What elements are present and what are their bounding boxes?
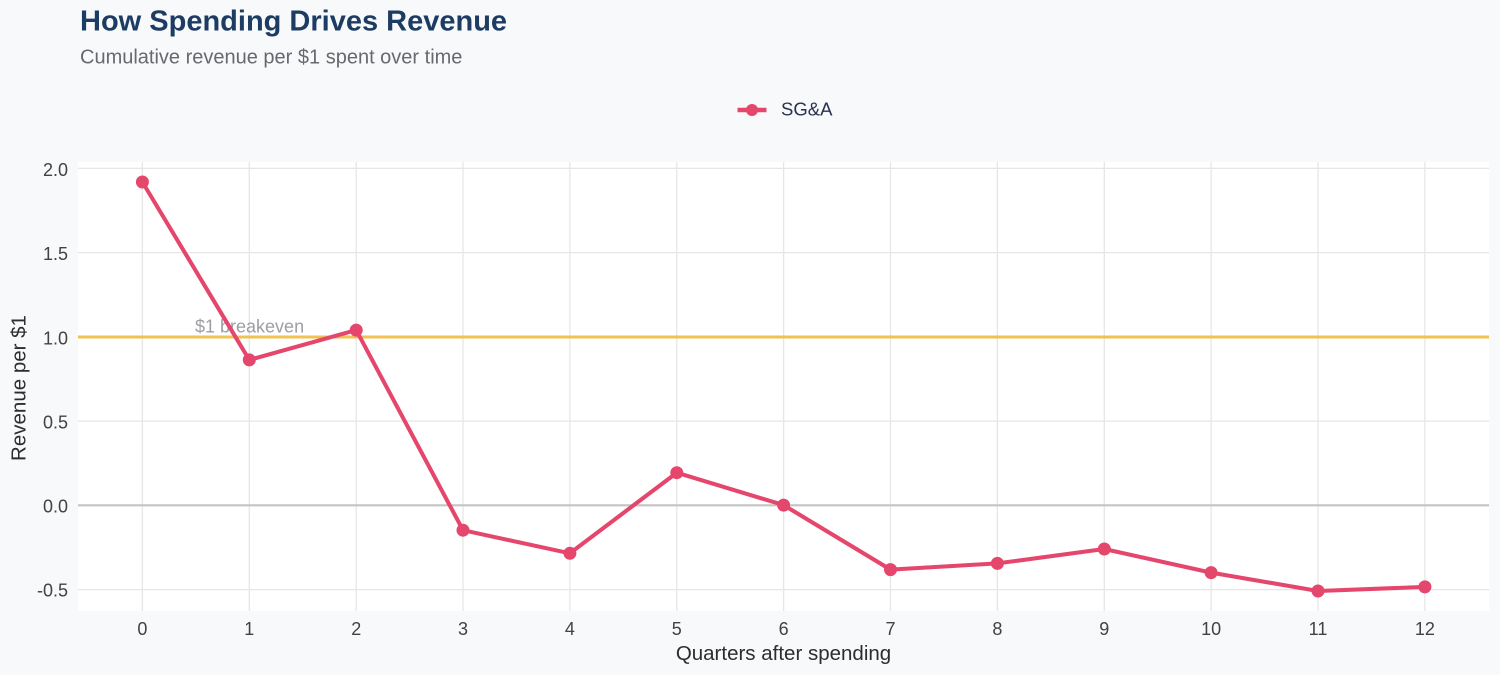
svg-text:0: 0: [137, 619, 147, 639]
svg-text:1: 1: [244, 619, 254, 639]
svg-text:Cumulative revenue per $1 spen: Cumulative revenue per $1 spent over tim…: [80, 47, 462, 69]
svg-text:1.5: 1.5: [43, 244, 68, 264]
svg-text:SG&A: SG&A: [781, 99, 833, 120]
svg-text:10: 10: [1201, 619, 1221, 639]
svg-text:0.5: 0.5: [43, 413, 68, 433]
svg-text:5: 5: [672, 619, 682, 639]
svg-text:-0.5: -0.5: [37, 581, 68, 601]
svg-text:2.0: 2.0: [43, 160, 68, 180]
svg-text:11: 11: [1309, 619, 1328, 639]
svg-text:6: 6: [779, 619, 789, 639]
svg-text:3: 3: [458, 619, 468, 639]
svg-text:8: 8: [992, 619, 1002, 639]
svg-text:9: 9: [1099, 619, 1109, 639]
svg-text:7: 7: [885, 619, 895, 639]
svg-text:4: 4: [565, 619, 575, 639]
svg-text:How Spending Drives Revenue: How Spending Drives Revenue: [80, 6, 507, 38]
svg-text:Quarters after spending: Quarters after spending: [676, 642, 891, 665]
svg-text:12: 12: [1415, 619, 1435, 639]
svg-text:Revenue per $1: Revenue per $1: [8, 315, 31, 461]
svg-text:2: 2: [351, 619, 361, 639]
svg-text:1.0: 1.0: [43, 328, 68, 348]
svg-text:0.0: 0.0: [43, 497, 68, 517]
svg-text:$1 breakeven: $1 breakeven: [195, 317, 304, 337]
